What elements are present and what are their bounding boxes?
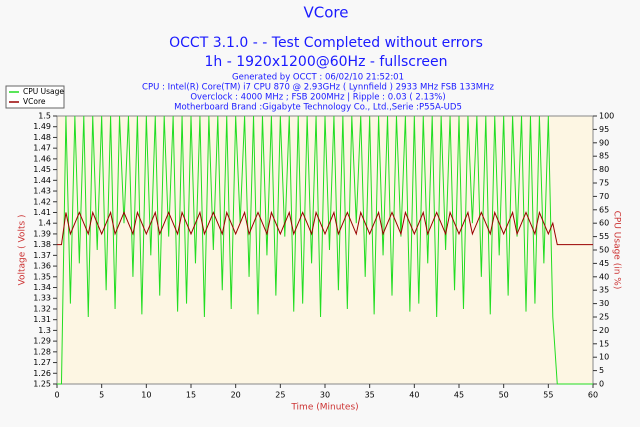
y-tick-label: 1.36 xyxy=(33,262,51,271)
y-tick-label: 1.35 xyxy=(33,272,51,281)
y2-tick-label: 55 xyxy=(599,232,609,241)
y2-tick-label: 70 xyxy=(599,192,609,201)
y-tick-label: 1.37 xyxy=(33,251,51,260)
subtitle: 1h - 1920x1200@60Hz - fullscreen xyxy=(204,54,447,70)
y-tick-label: 1.3 xyxy=(38,326,51,335)
y-tick-label: 1.48 xyxy=(33,133,51,142)
y2-tick-label: 20 xyxy=(599,326,609,335)
y2-tick-label: 35 xyxy=(599,286,609,295)
y2-tick-label: 75 xyxy=(599,179,609,188)
y-tick-label: 1.42 xyxy=(33,197,51,206)
info-line: Overclock : 4000 MHz ; FSB 200MHz | Ripp… xyxy=(190,93,445,103)
y-axis-label: Voltage ( Volts ) xyxy=(18,214,28,285)
legend-label: CPU Usage xyxy=(23,87,64,96)
y2-axis-label: CPU Usage (in %) xyxy=(612,211,622,290)
x-tick-label: 50 xyxy=(499,391,509,400)
legend xyxy=(5,85,65,109)
x-tick-label: 30 xyxy=(320,391,330,400)
y2-tick-label: 85 xyxy=(599,152,609,161)
y2-tick-label: 95 xyxy=(599,125,609,134)
chart-title: VCore xyxy=(304,4,349,22)
y2-tick-label: 50 xyxy=(599,246,609,255)
subtitle: OCCT 3.1.0 - - Test Completed without er… xyxy=(169,35,483,51)
y-tick-label: 1.32 xyxy=(33,304,51,313)
y2-tick-label: 40 xyxy=(599,272,609,281)
y2-tick-label: 25 xyxy=(599,313,609,322)
x-tick-label: 15 xyxy=(186,391,196,400)
plot-area xyxy=(56,115,594,385)
info-line: CPU : Intel(R) Core(TM) i7 CPU 870 @ 2.9… xyxy=(142,83,494,93)
x-tick-label: 45 xyxy=(454,391,464,400)
x-axis-label: Time (Minutes) xyxy=(290,403,358,413)
x-tick-label: 60 xyxy=(588,391,598,400)
y-tick-label: 1.4 xyxy=(38,219,51,228)
series-line xyxy=(57,115,593,385)
y2-tick-label: 60 xyxy=(599,219,609,228)
y-tick-label: 1.33 xyxy=(33,294,51,303)
y2-tick-label: 5 xyxy=(599,366,604,375)
legend-label: VCore xyxy=(23,97,46,106)
x-tick-label: 20 xyxy=(231,391,241,400)
y-tick-label: 1.27 xyxy=(33,358,51,367)
x-tick-label: 55 xyxy=(543,391,553,400)
y-tick-label: 1.34 xyxy=(33,283,51,292)
y-tick-label: 1.26 xyxy=(33,369,51,378)
y2-tick-label: 80 xyxy=(599,165,609,174)
x-tick-label: 25 xyxy=(275,391,285,400)
y-tick-label: 1.25 xyxy=(33,380,51,389)
y-tick-label: 1.38 xyxy=(33,240,51,249)
y-tick-label: 1.49 xyxy=(33,122,51,131)
y-tick-label: 1.43 xyxy=(33,187,51,196)
y-tick-label: 1.45 xyxy=(33,165,51,174)
x-tick-label: 10 xyxy=(141,391,151,400)
y2-tick-label: 15 xyxy=(599,339,609,348)
y2-tick-label: 30 xyxy=(599,299,609,308)
y2-tick-label: 10 xyxy=(599,353,609,362)
y-tick-label: 1.29 xyxy=(33,337,51,346)
y-tick-label: 1.28 xyxy=(33,347,51,356)
y2-tick-label: 100 xyxy=(599,112,614,121)
y2-tick-label: 65 xyxy=(599,205,609,214)
y-tick-label: 1.41 xyxy=(33,208,51,217)
series-line xyxy=(57,210,593,246)
y-tick-label: 1.5 xyxy=(38,112,51,121)
x-tick-label: 40 xyxy=(409,391,419,400)
y2-tick-label: 45 xyxy=(599,259,609,268)
y2-tick-label: 0 xyxy=(599,380,604,389)
x-tick-label: 5 xyxy=(99,391,104,400)
y-tick-label: 1.31 xyxy=(33,315,51,324)
x-tick-label: 35 xyxy=(365,391,375,400)
y-tick-label: 1.46 xyxy=(33,154,51,163)
y2-tick-label: 90 xyxy=(599,138,609,147)
y-tick-label: 1.44 xyxy=(33,176,51,185)
info-line: Generated by OCCT : 06/02/10 21:52:01 xyxy=(232,73,404,83)
x-tick-label: 0 xyxy=(54,391,59,400)
y-tick-label: 1.47 xyxy=(33,144,51,153)
info-line: Motherboard Brand :Gigabyte Technology C… xyxy=(174,103,462,113)
y-tick-label: 1.39 xyxy=(33,229,51,238)
